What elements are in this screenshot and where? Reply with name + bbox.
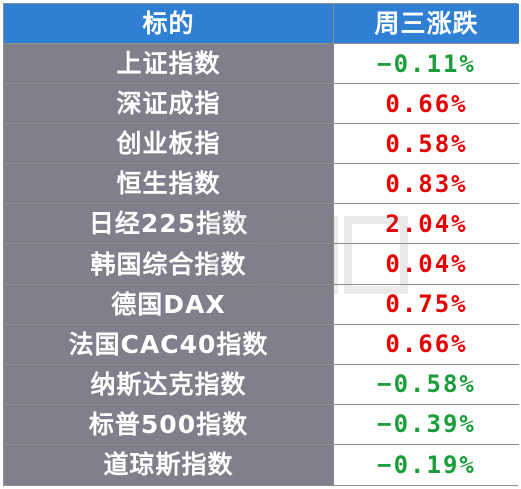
row-name: 恒生指数 xyxy=(4,164,334,205)
header-instrument: 标的 xyxy=(4,4,334,45)
row-name: 德国DAX xyxy=(4,284,334,325)
row-name: 法国CAC40指数 xyxy=(4,324,334,365)
row-name: 纳斯达克指数 xyxy=(4,364,334,405)
row-name: 道琼斯指数 xyxy=(4,444,334,485)
header-wednesday-change: 周三涨跌 xyxy=(334,4,519,45)
row-name: 日经225指数 xyxy=(4,204,334,245)
row-change: 0.58% xyxy=(334,124,519,165)
row-change: 0.66% xyxy=(334,324,519,365)
row-name: 标普500指数 xyxy=(4,404,334,445)
row-change: −0.58% xyxy=(334,364,519,405)
row-name: 韩国综合指数 xyxy=(4,244,334,285)
row-change: 0.75% xyxy=(334,284,519,325)
row-change: −0.39% xyxy=(334,404,519,445)
row-name: 上证指数 xyxy=(4,44,334,85)
row-change: −0.19% xyxy=(334,444,519,485)
row-change: −0.11% xyxy=(334,44,519,85)
row-change: 2.04% xyxy=(334,204,519,245)
row-name: 深证成指 xyxy=(4,84,334,125)
row-change: 0.83% xyxy=(334,164,519,205)
row-change: 0.04% xyxy=(334,244,519,285)
row-change: 0.66% xyxy=(334,84,519,125)
index-change-table: 标的 周三涨跌 上证指数 −0.11% 深证成指 0.66% 创业板指 0.58… xyxy=(3,3,519,486)
row-name: 创业板指 xyxy=(4,124,334,165)
